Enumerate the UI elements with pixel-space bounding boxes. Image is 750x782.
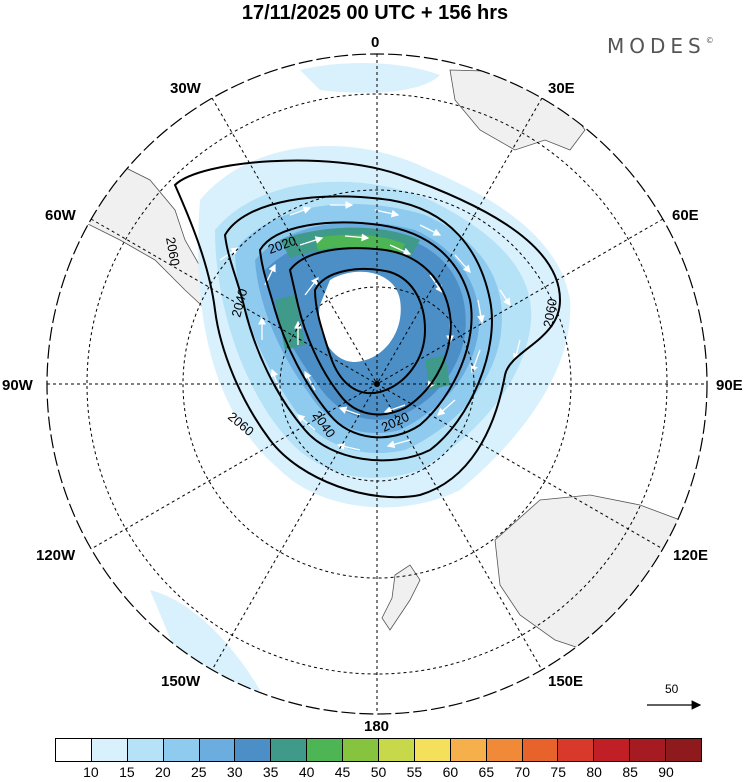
wind-vector [389, 244, 412, 255]
colorbar-swatch [271, 739, 308, 761]
colorbar-swatch [199, 739, 236, 761]
colorbar-tick-label: 15 [119, 764, 135, 780]
colorbar-tick-label: 50 [370, 764, 387, 780]
colorbar-swatch [379, 739, 415, 761]
lon-label-30w: 30W [170, 80, 202, 97]
contour-2060 [173, 159, 562, 499]
brand-logo: MODES© [607, 34, 714, 58]
lon-label-120e: 120E [673, 547, 708, 564]
colorbar-swatch [343, 739, 380, 761]
lon-label-150w: 150W [161, 673, 201, 690]
colorbar-tick-label: 65 [478, 764, 495, 780]
wind-speed-shading [150, 63, 571, 693]
wind-vector [344, 233, 370, 242]
graticule [47, 54, 707, 714]
colorbar-swatch [486, 739, 523, 761]
contour-label-2060-west: 2060 [163, 236, 183, 267]
wind-vector [336, 442, 361, 451]
lon-label-90e: 90E [716, 377, 743, 394]
wind-vector [470, 349, 481, 374]
contour-2040 [223, 195, 493, 462]
wind-vector [386, 439, 411, 449]
colorbar-swatch [91, 739, 128, 761]
wind-vector [304, 370, 316, 391]
colorbar-swatch [522, 739, 559, 761]
colorbar-swatch [127, 739, 164, 761]
shade-core-10 [319, 271, 401, 362]
colorbar-tick-label: 55 [406, 764, 423, 780]
land-new-zealand [381, 564, 421, 631]
colorbar-tick-label: 45 [334, 764, 351, 780]
brand-mark: © [705, 36, 714, 45]
wind-vector [477, 299, 485, 324]
wind-vector [299, 236, 324, 246]
colorbar-tick-label: 70 [514, 764, 531, 780]
wind-vector [429, 274, 443, 294]
wind-vector [304, 276, 319, 296]
colorbar-tick-label: 75 [550, 764, 567, 780]
colorbar-swatch [450, 739, 487, 761]
colorbar-swatch [594, 739, 631, 761]
colorbar [55, 738, 702, 762]
colorbar-swatch [558, 739, 595, 761]
lon-label-120w: 120W [36, 547, 76, 564]
colorbar-swatch [163, 739, 200, 761]
colorbar-tick-label: 25 [190, 764, 207, 780]
wind-vector [297, 414, 316, 431]
colorbar-tick-label: 20 [155, 764, 171, 780]
brand-name: MODES [607, 34, 706, 58]
lon-label-180: 180 [364, 718, 389, 735]
wind-vector [270, 368, 281, 391]
lon-label-0: 0 [371, 34, 379, 51]
colorbar-swatch [235, 739, 272, 761]
height-contours [173, 159, 562, 499]
wind-vector [383, 404, 406, 414]
colorbar-tick-label: 35 [262, 764, 279, 780]
map-title: 17/11/2025 00 UTC + 156 hrs [241, 2, 509, 24]
lon-label-30e: 30E [548, 80, 575, 97]
contour-label-2060-east: 2060 [540, 297, 560, 328]
colorbar-tick-label: 10 [83, 764, 99, 780]
contour-2000 [288, 247, 452, 416]
wind-vector [289, 206, 312, 216]
wind-vectors [219, 201, 521, 451]
colorbar-swatch [414, 739, 451, 761]
colorbar-tick-label: 90 [658, 764, 674, 780]
colorbar-swatch [307, 739, 344, 761]
contour-1980 [313, 268, 427, 395]
colorbar-tick-label: 85 [622, 764, 638, 780]
colorbar-tick-label: 80 [586, 764, 602, 780]
colorbar-tick-label: 40 [298, 764, 315, 780]
wind-vector [499, 289, 511, 307]
contour-label-2040-west: 2040 [228, 287, 250, 319]
longitude-labels: 0 30E 60E 90E 120E 150E 180 150W 120W 90… [2, 34, 743, 735]
wind-vector [338, 406, 361, 416]
meridian-60e-120w [90, 218, 664, 550]
lon-label-90w: 90W [2, 377, 34, 394]
wind-vector [374, 209, 400, 218]
contour-2020 [258, 221, 473, 439]
wind-reference-label: 50 [665, 682, 679, 696]
map-boundary [46, 53, 708, 715]
lon-label-60e: 60E [672, 207, 699, 224]
wind-vector [512, 339, 521, 362]
wind-vector [437, 399, 456, 416]
shade-15-southwest [150, 590, 260, 693]
colorbar-swatch [56, 739, 92, 761]
colorbar-swatch [630, 739, 667, 761]
colorbar-tick-label: 60 [442, 764, 459, 780]
colorbar-swatch [666, 739, 702, 761]
shade-15-north [300, 63, 440, 93]
wind-vector [454, 254, 471, 273]
lon-label-150e: 150E [548, 673, 583, 690]
colorbar-ticks: 10 15 20 25 30 35 40 45 50 55 60 65 70 75 80 85 90 [0, 764, 750, 782]
lon-label-60w: 60W [45, 207, 77, 224]
colorbar-tick-label: 30 [226, 764, 243, 780]
wind-vector [419, 224, 442, 236]
